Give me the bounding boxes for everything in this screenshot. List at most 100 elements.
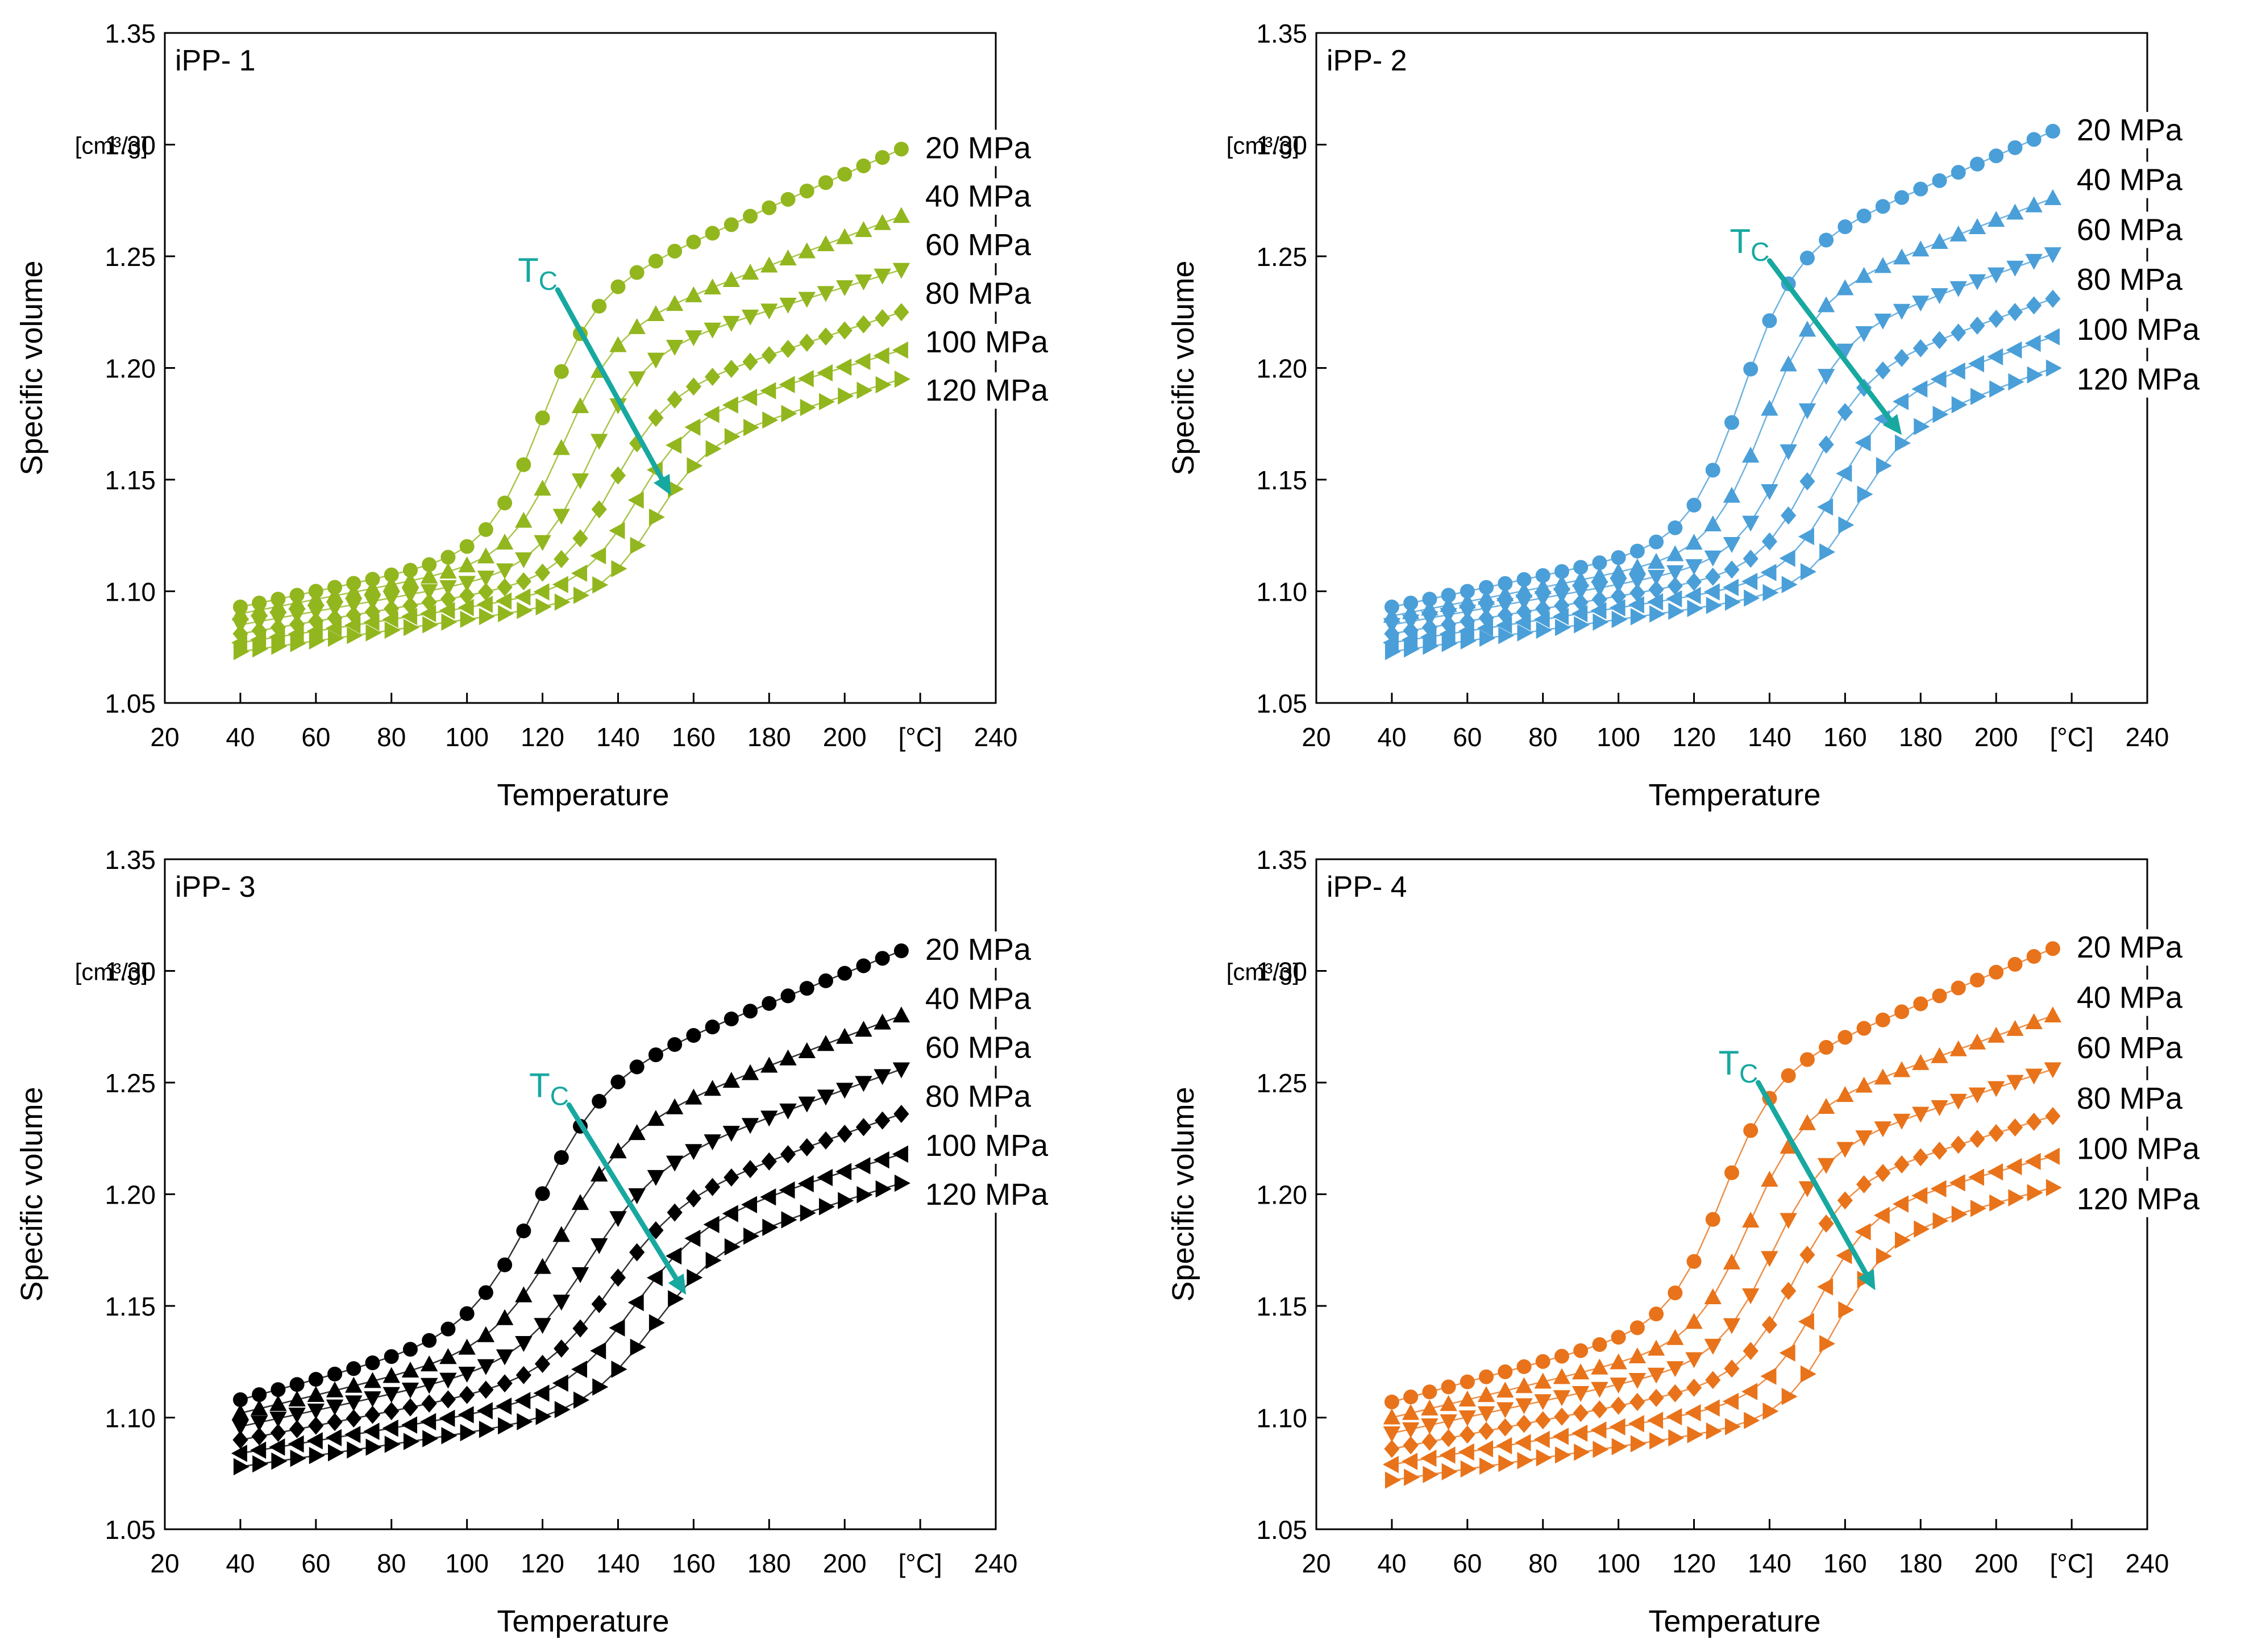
data-point xyxy=(875,376,892,394)
data-point xyxy=(610,279,626,294)
tc-arrow-head xyxy=(1882,414,1902,435)
y-axis-title: Specific volume xyxy=(15,260,49,475)
data-point xyxy=(817,235,835,252)
data-point xyxy=(2026,1112,2042,1131)
data-point xyxy=(818,175,833,190)
data-point xyxy=(326,1399,344,1416)
data-point xyxy=(1421,1432,1437,1451)
data-point xyxy=(1743,361,1758,377)
data-point xyxy=(439,1372,457,1389)
data-point xyxy=(705,1251,722,1270)
data-point xyxy=(780,1145,796,1164)
data-point xyxy=(1987,348,2003,365)
data-point xyxy=(459,1306,475,1321)
data-point xyxy=(1703,1399,1720,1417)
data-point xyxy=(1685,534,1703,550)
data-point xyxy=(477,1359,495,1375)
data-point xyxy=(1668,1285,1683,1301)
data-point xyxy=(685,330,702,347)
data-point xyxy=(1706,1422,1722,1440)
data-point xyxy=(1610,577,1627,594)
data-point xyxy=(401,588,419,604)
data-point xyxy=(552,509,570,525)
data-point xyxy=(1912,240,1930,257)
data-point xyxy=(231,1445,247,1462)
data-point xyxy=(2045,289,2061,308)
data-point xyxy=(1723,537,1741,554)
data-point xyxy=(288,1390,306,1407)
data-point xyxy=(1628,1414,1644,1433)
series-20-mpa xyxy=(1384,123,2060,615)
data-point xyxy=(648,409,664,427)
data-point xyxy=(1535,568,1550,583)
data-point xyxy=(1517,1451,1533,1470)
data-point xyxy=(233,1458,250,1476)
data-point xyxy=(722,1126,741,1142)
data-point xyxy=(855,1076,872,1092)
data-point xyxy=(1855,267,1873,283)
data-point xyxy=(439,1348,457,1364)
data-point xyxy=(591,1295,607,1313)
data-point xyxy=(724,360,739,378)
y-tick-label: 1.15 xyxy=(1256,465,1307,495)
data-point xyxy=(1930,1180,1947,1198)
data-point xyxy=(2043,1147,2060,1165)
data-point xyxy=(308,1372,323,1387)
y-axis-title: Specific volume xyxy=(1166,260,1200,475)
y-tick-label: 1.25 xyxy=(105,1068,156,1098)
data-point xyxy=(1609,1418,1625,1436)
data-point xyxy=(855,274,872,290)
data-point xyxy=(892,1062,911,1079)
data-point xyxy=(666,295,684,311)
data-point xyxy=(402,563,418,578)
data-point xyxy=(1383,1408,1401,1425)
data-point xyxy=(741,264,759,280)
data-point xyxy=(1573,560,1589,575)
data-point xyxy=(1498,1454,1515,1472)
data-point xyxy=(800,398,816,417)
x-tick-label: 140 xyxy=(1748,722,1791,752)
x-axis-title: Temperature xyxy=(1648,1604,1820,1638)
data-point xyxy=(1687,600,1703,617)
data-point xyxy=(798,292,816,308)
data-point xyxy=(1591,581,1608,597)
data-point xyxy=(1912,296,1930,312)
data-point xyxy=(818,1198,835,1216)
data-point xyxy=(535,598,552,615)
data-point xyxy=(1760,564,1777,581)
data-point xyxy=(365,1355,380,1371)
data-point xyxy=(554,364,569,379)
data-point xyxy=(552,1374,568,1392)
data-point xyxy=(476,596,493,613)
data-point xyxy=(857,381,873,400)
series-label-bg xyxy=(2074,311,2202,348)
data-point xyxy=(1440,1429,1457,1447)
data-point xyxy=(439,1409,455,1427)
data-point xyxy=(252,1455,269,1473)
data-point xyxy=(231,634,247,652)
series-label: 100 MPa xyxy=(2077,313,2200,347)
data-point xyxy=(1743,1342,1758,1360)
series-label: 120 MPa xyxy=(2077,363,2200,397)
x-tick-label: 160 xyxy=(1823,722,1867,752)
data-point xyxy=(2045,123,2060,139)
data-point xyxy=(1836,465,1852,482)
data-point xyxy=(345,598,363,614)
data-point xyxy=(516,1223,531,1238)
data-point xyxy=(497,578,513,597)
series-120-mpa xyxy=(233,370,911,660)
data-point xyxy=(1855,1130,1873,1147)
data-point xyxy=(837,966,853,981)
data-point xyxy=(1516,1414,1532,1433)
data-point xyxy=(250,1441,267,1459)
data-point xyxy=(610,1074,626,1089)
data-point xyxy=(1496,617,1512,634)
data-point xyxy=(1477,1386,1495,1403)
data-point xyxy=(1667,1384,1683,1403)
data-point xyxy=(1951,980,1966,996)
data-point xyxy=(1629,584,1645,602)
data-point xyxy=(1441,1463,1458,1481)
data-point xyxy=(2044,1062,2062,1079)
data-point xyxy=(722,1205,738,1222)
data-point xyxy=(1383,1426,1401,1443)
